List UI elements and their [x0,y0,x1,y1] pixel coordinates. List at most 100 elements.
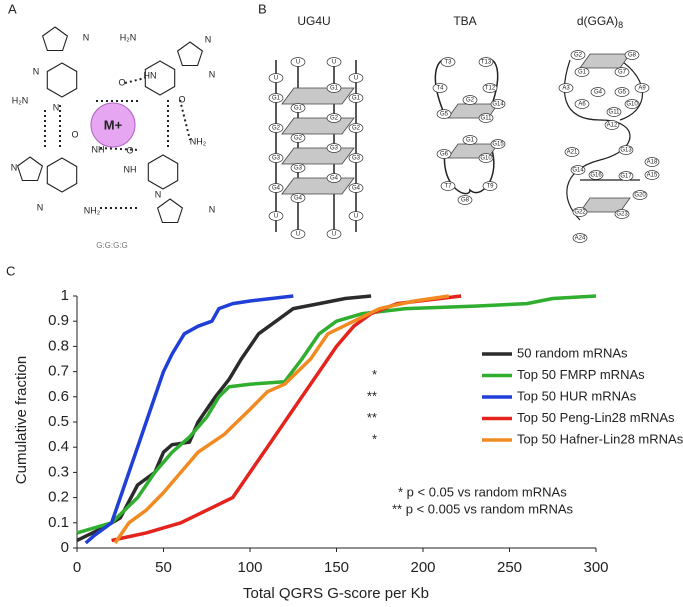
quartet-plate [579,53,631,69]
y-tick-label: 0.4 [48,438,69,455]
atom-label: N [205,34,212,44]
node-label: G14 [572,168,584,174]
node-label: G20 [634,193,646,199]
node-label: A12 [607,123,618,129]
node [348,93,364,103]
node [462,135,478,145]
node [326,229,342,239]
y-tick-label: 0.9 [48,312,69,329]
title-subscript: 8 [618,20,623,30]
node-label: U [354,214,358,220]
node-label: T9 [486,184,494,190]
node-label: T12 [485,86,496,92]
significance-mark: * [372,431,377,446]
node-label: G1 [578,70,587,76]
node-label: T3 [444,60,452,66]
node [326,173,342,183]
node-label: A21 [567,150,578,156]
annotation: * p < 0.05 vs random mRNAs [398,484,567,499]
node-label: U [274,214,278,220]
node [348,73,364,83]
structure-title: d(GGA)8 [577,14,623,30]
hydrogen-bond [99,147,141,151]
y-tick-label: 0 [61,539,69,556]
legend-label: Top 50 FMRP mRNAs [517,367,645,382]
atom-label: N [37,202,44,212]
x-tick-label: 300 [583,559,608,576]
node-label: G2 [294,136,303,142]
atom-label: N [33,66,40,76]
node [618,171,634,181]
node-label: G2 [466,98,475,104]
node-label: A9 [638,86,646,92]
y-tick-label: 0.7 [48,363,69,380]
base-ring [46,62,78,98]
base-ring [147,154,179,190]
atom-label: NH [92,144,105,154]
node [268,211,284,221]
node-label: G4 [352,186,361,192]
node-label: G4 [294,196,303,202]
node-label: G10 [480,156,492,162]
structure-title: TBA [453,14,476,28]
node-label: G13 [620,148,632,154]
node-label: G4 [272,186,281,192]
atom-label: HN [144,70,157,80]
node-label: U [274,76,278,82]
node [478,57,494,67]
atom-label: N [209,204,216,214]
node [268,123,284,133]
cation-circle [90,102,136,148]
y-tick-label: 0.3 [48,463,69,480]
series-line [76,294,597,535]
node-label: G15 [492,142,504,148]
y-tick-label: 0.2 [48,489,69,506]
node [326,113,342,123]
node-label: G8 [461,198,470,204]
atom-label: N [53,102,60,112]
node [624,99,640,109]
node-label: A15 [647,173,658,179]
node [348,211,364,221]
node [588,170,604,180]
node [624,50,640,60]
node [570,50,586,60]
node-label: G4 [594,90,603,96]
node-label: T4 [436,86,444,92]
panel-label: A [8,1,17,16]
atom-label: O [126,145,133,155]
y-axis-label: Cumulative fraction [13,356,30,484]
node [290,193,306,203]
node [348,153,364,163]
series-line [76,294,372,542]
legend-label: Top 50 Hafner-Lin28 mRNAs [517,431,683,446]
x-axis-label: Total QGRS G-score per Kb [243,585,429,602]
legend-label: 50 random mRNAs [517,345,628,360]
node-label: A24 [575,236,586,242]
panel-label: B [258,1,267,16]
node [570,165,586,175]
node [432,83,448,93]
node [644,170,660,180]
node-label: G22 [574,210,586,216]
node [574,67,590,77]
base-ring [46,157,78,193]
node-label: A3 [562,86,570,92]
node [644,157,660,167]
node [564,147,580,157]
node [614,87,630,97]
node-label: G4 [330,176,339,182]
node-label: G5 [618,90,627,96]
node [490,139,506,149]
caption: G:G:G:G [96,241,128,250]
significance-mark: ** [367,410,377,425]
atom-label: NH₂ [84,205,101,215]
node-label: G10 [626,102,638,108]
atom-label: H₂N [12,95,29,105]
node-label: G1 [294,106,303,112]
x-tick-label: 0 [73,559,81,576]
loop [434,58,499,195]
base-ring [156,198,184,224]
node [290,163,306,173]
